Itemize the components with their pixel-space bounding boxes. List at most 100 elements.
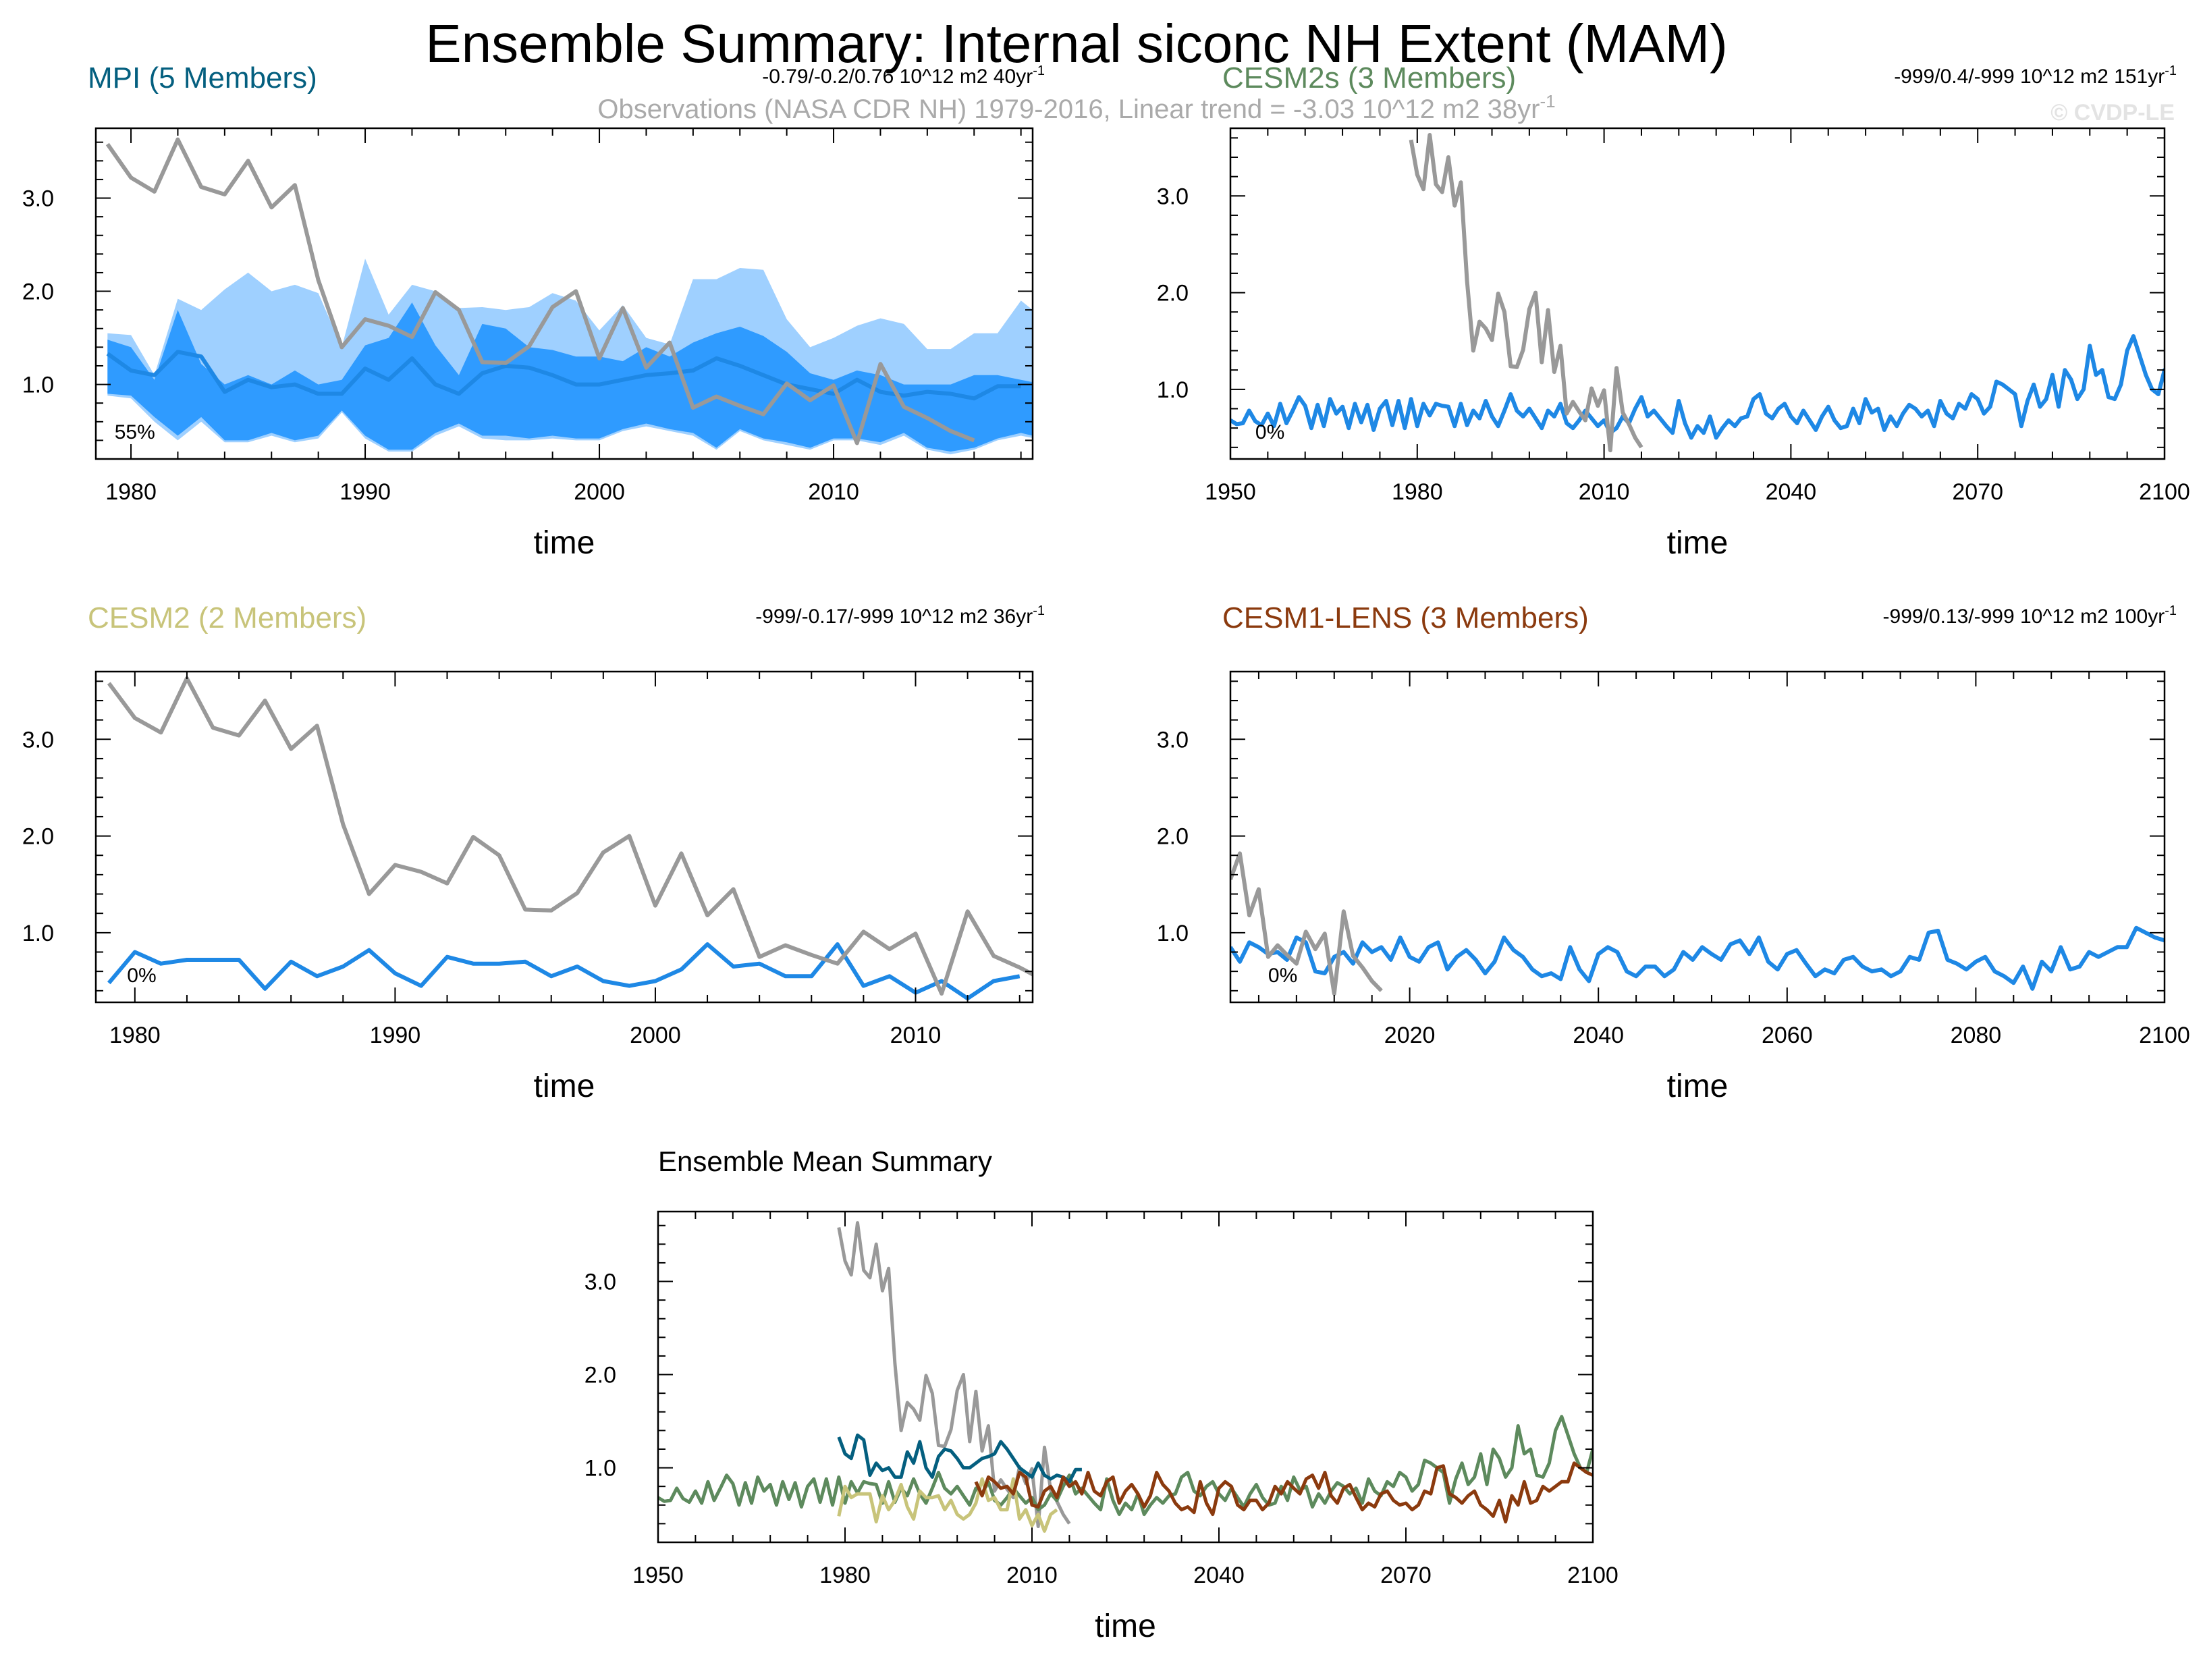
plot-frame: [657, 1210, 1594, 1544]
panel-summary: 1950 1980 2010 2040 2070 2100 1.0 2.0 3.0 time Ens…: [584, 1145, 1619, 1644]
y-tick-label: 3.0: [22, 727, 54, 753]
x-axis-label: time: [534, 1068, 595, 1104]
series-line-lens: [974, 1461, 1593, 1524]
x-tick-label: 1980: [1392, 479, 1443, 505]
x-tick-label: 2100: [1567, 1563, 1619, 1588]
x-tick-label: 1950: [1205, 479, 1256, 505]
trend-stats: -0.79/-0.2/0.76 10^12 m2 40yr-1: [762, 63, 1045, 88]
x-tick-label: 1980: [105, 479, 157, 505]
x-tick-label: 2070: [1380, 1563, 1432, 1588]
y-tick-label: 3.0: [22, 186, 54, 212]
y-tick-label: 2.0: [1157, 281, 1189, 306]
trend-stats-sup: -1: [1033, 63, 1045, 78]
x-tick-label: 2100: [2139, 1023, 2190, 1048]
trend-stats-text: -0.79/-0.2/0.76 10^12 m2 40yr: [762, 65, 1033, 88]
watermark: © CVDP-LE: [2050, 100, 2175, 126]
ensemble-mean-line: [1230, 334, 2165, 440]
panel-title: CESM2s (3 Members): [1222, 61, 1516, 94]
trend-stats-text: -999/0.4/-999 10^12 m2 151yr: [1894, 65, 2165, 88]
trend-stats-sup: -1: [2165, 63, 2177, 78]
x-tick-label: 2040: [1573, 1023, 1624, 1048]
panel-title: MPI (5 Members): [88, 61, 317, 94]
y-tick-label: 1.0: [584, 1456, 616, 1482]
ensemble-mean-line: [107, 942, 1021, 1001]
observations-line: [1230, 851, 1383, 996]
x-tick-label: 2040: [1766, 479, 1817, 505]
x-tick-label: 1990: [370, 1023, 421, 1048]
ensemble-mean-line: [106, 350, 1021, 401]
x-tick-label: 2070: [1952, 479, 2003, 505]
x-tick-label: 1990: [339, 479, 391, 505]
panel-cesm2: 1980 1990 2000 2010 1.0 2.0 3.0 time CESM2 (2 Me…: [22, 601, 1045, 1104]
y-tick-label: 3.0: [1157, 184, 1189, 209]
y-tick-label: 2.0: [584, 1363, 616, 1388]
plot-area: [1230, 851, 2183, 996]
plot-area: [1230, 133, 2165, 453]
percent-label: 0%: [1268, 965, 1297, 987]
ensemble-mean-line: [1230, 925, 2165, 991]
x-tick-label: 2010: [1579, 479, 1630, 505]
x-axis-label: time: [1095, 1608, 1156, 1644]
trend-stats-sup: -1: [1033, 603, 1045, 618]
panel-cesm2s: 1950 1980 2010 2040 2070 2100 1.0 2.0 3.0 time CES…: [1157, 61, 2190, 561]
series-line-obs: [837, 1221, 1071, 1528]
y-tick-label: 1.0: [1157, 921, 1189, 946]
x-tick-label: 2010: [808, 479, 859, 505]
trend-stats-text: -999/-0.17/-999 10^12 m2 36yr: [755, 605, 1033, 628]
observations-line: [1409, 133, 1643, 453]
x-tick-label: 2010: [890, 1023, 942, 1048]
plot-frame: [1229, 670, 2166, 1004]
x-axis-label: time: [534, 525, 595, 561]
y-tick-label: 1.0: [1157, 377, 1189, 403]
x-tick-label: 1980: [819, 1563, 871, 1588]
percent-label: 0%: [1255, 421, 1284, 443]
x-axis-label: time: [1667, 1068, 1729, 1104]
series-line-cesm2s: [658, 1415, 1593, 1517]
obs-subtitle-text: Observations (NASA CDR NH) 1979-2016, Li…: [597, 94, 1540, 124]
y-tick-label: 1.0: [22, 921, 54, 946]
x-tick-label: 2000: [630, 1023, 681, 1048]
panel-mpi: 1980 1990 2000 2010 1.0 2.0 3.0 time MPI (5 Memb…: [22, 61, 1045, 561]
y-tick-label: 1.0: [22, 373, 54, 398]
y-tick-label: 3.0: [1157, 727, 1189, 753]
series-line-cesm2: [837, 1477, 1058, 1533]
percent-label: 55%: [115, 421, 155, 443]
panel-lens: 2020 2040 2060 2080 2100 1.0 2.0 3.0 time CESM1-L…: [1157, 601, 2190, 1104]
percent-label: 0%: [127, 965, 156, 987]
obs-subtitle-sup: -1: [1540, 91, 1556, 111]
panel-title: CESM2 (2 Members): [88, 601, 366, 634]
x-tick-label: 2000: [574, 479, 625, 505]
plot-frame: [94, 127, 1034, 460]
x-tick-label: 2100: [2139, 479, 2190, 505]
panel-title: CESM1-LENS (3 Members): [1222, 601, 1589, 634]
plot-area: [107, 676, 1033, 1001]
x-tick-label: 2020: [1384, 1023, 1436, 1048]
plot-area: [658, 1221, 1593, 1533]
panel-title: Ensemble Mean Summary: [658, 1145, 992, 1177]
trend-stats-sup: -1: [2165, 603, 2177, 618]
observations-line: [107, 676, 1033, 996]
trend-stats-text: -999/0.13/-999 10^12 m2 100yr: [1883, 605, 2165, 628]
x-tick-label: 2010: [1006, 1563, 1058, 1588]
x-axis-label: time: [1667, 525, 1729, 561]
trend-stats: -999/-0.17/-999 10^12 m2 36yr-1: [755, 603, 1045, 628]
y-tick-label: 2.0: [22, 279, 54, 305]
spread-band-inner: [107, 302, 1033, 452]
x-tick-label: 2080: [1951, 1023, 2002, 1048]
ensemble-mean-tail: [2174, 899, 2183, 944]
trend-stats: -999/0.13/-999 10^12 m2 100yr-1: [1883, 603, 2177, 628]
y-tick-label: 3.0: [584, 1270, 616, 1295]
x-tick-label: 2040: [1193, 1563, 1245, 1588]
x-tick-label: 1950: [632, 1563, 684, 1588]
series-line-mpi: [837, 1433, 1082, 1484]
plot-area: [105, 137, 1033, 455]
y-tick-label: 2.0: [22, 824, 54, 850]
main-title: Ensemble Summary: Internal siconc NH Ext…: [425, 13, 1727, 74]
observations-line: [105, 137, 975, 445]
plot-frame: [94, 670, 1034, 1004]
trend-stats: -999/0.4/-999 10^12 m2 151yr-1: [1894, 63, 2177, 88]
x-tick-label: 1980: [109, 1023, 161, 1048]
y-tick-label: 2.0: [1157, 824, 1189, 850]
plot-frame: [1229, 127, 2166, 460]
